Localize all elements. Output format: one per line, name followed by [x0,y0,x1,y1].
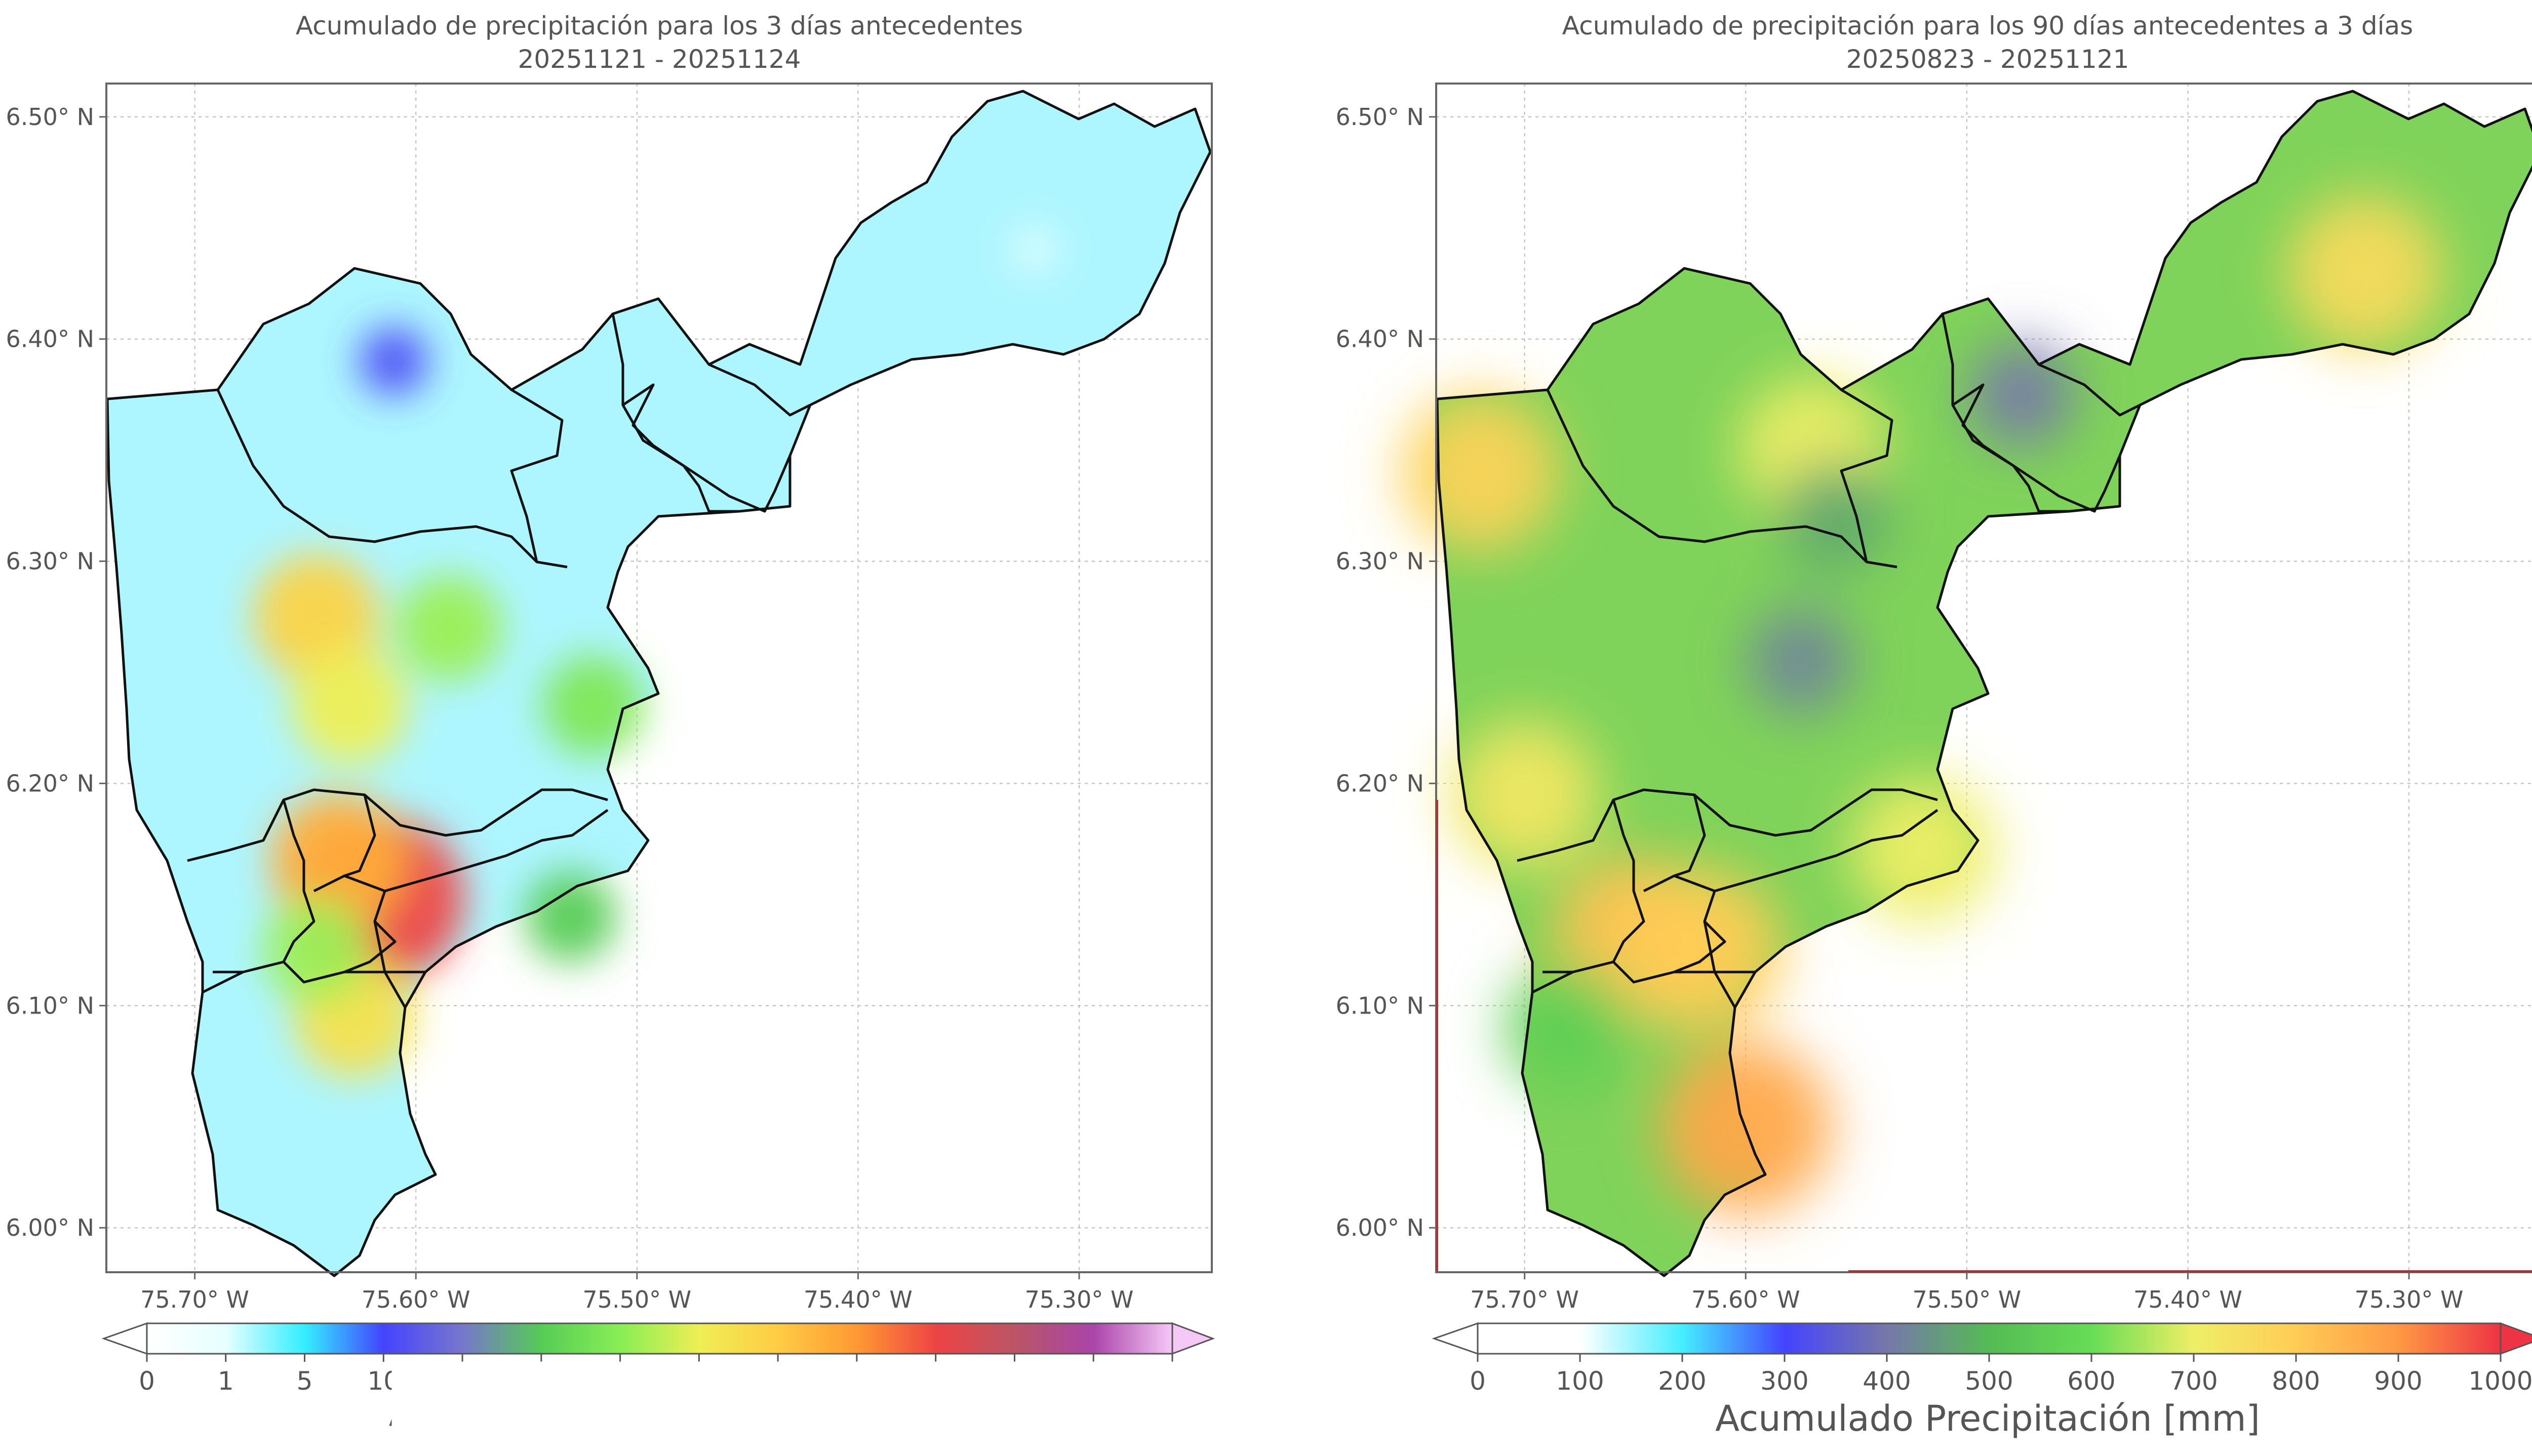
colorbar-extend-min [1434,1323,1478,1354]
panel-title: Acumulado de precipitación para los 3 dí… [296,11,1023,41]
colorbar-tick-label: 700 [2169,1366,2218,1396]
colorbar: 0 1 5 10 15 20 25 30 35 40 50 60 80 100 Acumulado Pre… [104,1323,1213,1439]
colorbar-tick-label: 60 [999,1366,1031,1396]
precip-hotspot [2287,194,2443,350]
colorbar-tick-label: 200 [1658,1366,1706,1396]
precip-hotspot [1620,869,1783,1031]
x-tick-label: 75.60° W [362,1286,470,1313]
colorbar-tick-label: 25 [604,1366,637,1396]
colorbar-tick-label: 10 [367,1366,400,1396]
colorbar-tick-label: 600 [2067,1366,2115,1396]
y-tick-label: 6.50° N [6,103,94,131]
x-tick-label: 75.50° W [582,1286,691,1313]
y-tick-label: 6.50° N [1336,103,1424,131]
x-tick-label: 75.70° W [140,1286,249,1313]
colorbar-ticks: 0 100 200 300 400 500 600 700 800 900 1000 [1470,1354,2532,1396]
y-tick-label: 6.40° N [6,326,94,353]
precip-hotspot [1013,229,1056,272]
y-tick-label: 6.00° N [1336,1214,1424,1241]
precip-90day-panel: Acumulado de precipitación para los 90 d… [1336,11,2532,1439]
panel-title: Acumulado de precipitación para los 90 d… [1562,11,2413,41]
colorbar-label: Acumulado Precipitación [mm] [1715,1398,2260,1439]
colorbar-tick-label: 300 [1760,1366,1808,1396]
colorbar: 0 100 200 300 400 500 600 700 800 900 1000 Acumula… [1434,1323,2532,1439]
precip-hotspot [1450,719,1600,869]
colorbar-tick-label: 1000 [2468,1366,2532,1396]
colorbar-label: Acumulado Precipitación [mm] [387,1398,932,1439]
precipitation-field [107,91,1210,1276]
precip-hotspot [1971,344,2073,445]
colorbar-tick-label: 50 [920,1366,952,1396]
colorbar-tick-label: 30 [683,1366,716,1396]
y-tick-label: 6.00° N [6,1214,94,1241]
colorbar-tick-label: 500 [1965,1366,2013,1396]
precip-hotspot [291,648,408,764]
y-axis-ticks: 6.00° N 6.10° N 6.20° N 6.30° N 6.40° N 6.50°… [6,103,106,1241]
precip-hotspot [1506,965,1632,1090]
colorbar-tick-label: 800 [2272,1366,2320,1396]
precip-hotspot [263,897,370,1003]
x-tick-label: 75.60° W [1691,1286,1800,1313]
x-tick-label: 75.40° W [804,1286,913,1313]
y-tick-label: 6.10° N [6,992,94,1019]
colorbar-tick-label: 400 [1863,1366,1911,1396]
x-tick-label: 75.30° W [2355,1286,2464,1313]
precip-hotspot [1778,461,1890,573]
y-tick-label: 6.20° N [6,770,94,797]
colorbar-tick-label: 0 [1470,1366,1486,1396]
y-axis-ticks: 6.00° N 6.10° N 6.20° N 6.30° N 6.40° N 6.50°… [1336,103,1436,1241]
precip-hotspot [1849,777,1996,923]
colorbar-tick-label: 20 [525,1366,558,1396]
y-tick-label: 6.10° N [1336,992,1424,1019]
colorbar-tick-label: 15 [446,1366,479,1396]
colorbar-tick-label: 100 [1556,1366,1604,1396]
colorbar-tick-label: 35 [762,1366,794,1396]
precip-hotspot [525,871,616,962]
colorbar-extend-min [104,1323,147,1354]
x-tick-label: 75.40° W [2133,1286,2242,1313]
precip-hotspot [1749,609,1853,713]
colorbar-tick-label: 900 [2374,1366,2422,1396]
x-tick-label: 75.70° W [1470,1286,1579,1313]
colorbar-tick-label: 1 [218,1366,234,1396]
y-tick-label: 6.30° N [6,548,94,575]
colorbar-ticks: 0 1 5 10 15 20 25 30 35 40 50 60 80 100 [139,1354,1197,1396]
colorbar-fill [1478,1323,2501,1354]
panel-subtitle: 20250823 - 20251121 [1846,45,2129,74]
map-area [1401,84,2532,1276]
precip-hotspot [360,327,428,395]
precip-hotspot [1401,393,1560,552]
colorbar-extend-max [2501,1323,2532,1354]
y-tick-label: 6.30° N [1336,548,1424,575]
colorbar-tick-label: 0 [139,1366,155,1396]
x-tick-label: 75.30° W [1025,1286,1134,1313]
colorbar-tick-label: 5 [297,1366,313,1396]
y-tick-label: 6.20° N [1336,770,1424,797]
precip-hotspot [396,575,502,681]
x-axis-ticks: 75.70° W 75.60° W 75.50° W 75.40° W 75.30° W [140,1272,1133,1313]
colorbar-fill [147,1323,1172,1354]
figure: Acumulado de precipitación para los 3 dí… [0,0,2532,1456]
colorbar-tick-label: 80 [1077,1366,1110,1396]
x-tick-label: 75.50° W [1912,1286,2021,1313]
colorbar-tick-label: 100 [1148,1366,1196,1396]
panel-subtitle: 20251121 - 20251124 [518,45,801,74]
precip-3day-panel: Acumulado de precipitación para los 3 dí… [6,11,1213,1439]
colorbar-tick-label: 40 [841,1366,873,1396]
y-tick-label: 6.40° N [1336,326,1424,353]
colorbar-extend-max [1172,1323,1213,1354]
map-area [106,84,1212,1276]
x-axis-ticks: 75.70° W 75.60° W 75.50° W 75.40° W 75.30° W [1470,1272,2463,1313]
